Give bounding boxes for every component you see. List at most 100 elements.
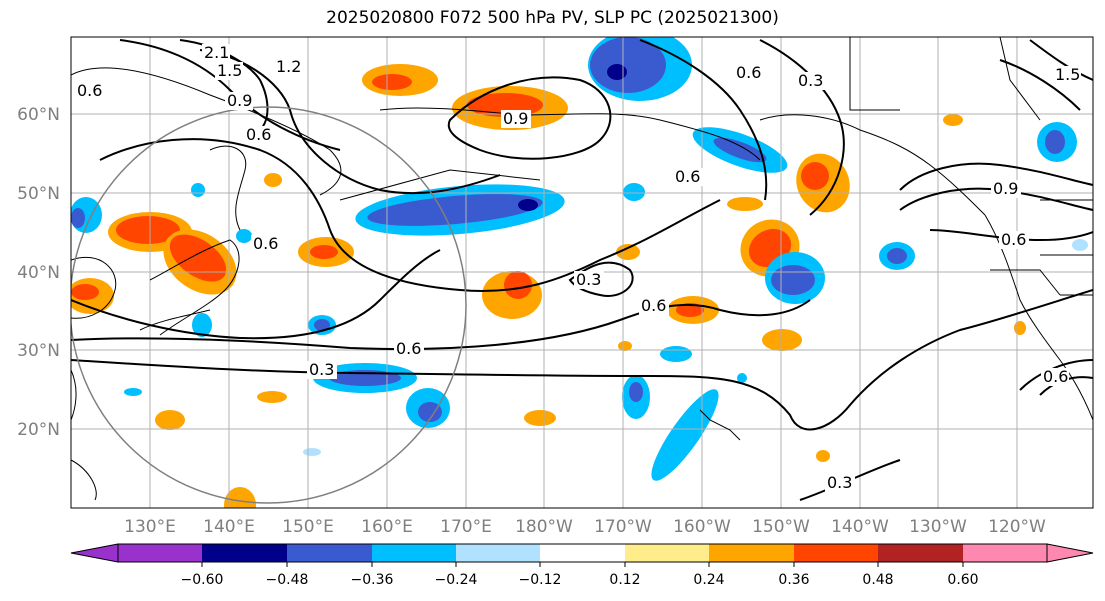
map-frame — [70, 36, 1094, 509]
colorbar-tick-label: 0.12 — [609, 572, 640, 588]
contour-line — [899, 162, 1093, 191]
pv-blob — [816, 450, 830, 462]
pv-blob — [303, 448, 321, 456]
pv-blob — [71, 208, 85, 228]
pv-blob — [623, 183, 645, 201]
pv-blob — [367, 194, 543, 226]
pv-blob — [607, 64, 627, 80]
lon-tick-label: 160°W — [673, 517, 731, 537]
lon-tick-label: 140°E — [203, 517, 255, 537]
colorbar-segment — [540, 544, 625, 562]
contour-label: 0.3 — [798, 71, 823, 90]
lon-tick-labels: 130°E 140°E 150°E 160°E 170°E 180°W 170°… — [124, 517, 1046, 537]
colorbar-tick-label: 0.48 — [862, 572, 893, 588]
colorbar-tick-label: 0.36 — [778, 572, 809, 588]
colorbar-segment — [118, 544, 202, 562]
pv-blob — [169, 234, 227, 282]
pv-blob — [372, 74, 412, 90]
pv-blob — [1014, 321, 1026, 335]
colorbar-segment — [709, 544, 794, 562]
lat-tick-label: 20°N — [17, 420, 60, 440]
colorbar-tick-label: −0.60 — [181, 572, 224, 588]
contour-label: 0.6 — [641, 296, 666, 315]
lon-tick-label: 150°W — [752, 517, 810, 537]
contour-label: 0.3 — [309, 360, 334, 379]
contour-line — [1019, 359, 1093, 391]
pv-blob — [224, 487, 256, 508]
colorbar-tick-label: −0.24 — [435, 572, 478, 588]
contour-labels: 2.1 1.5 1.2 0.9 0.6 0.6 0.3 0.6 0.3 0.9 … — [75, 43, 1081, 492]
lon-tick-label: 170°E — [440, 517, 492, 537]
colorbar-segment — [625, 544, 709, 562]
lon-tick-label: 140°W — [831, 517, 889, 537]
range-circle — [71, 106, 467, 504]
contour-line — [639, 39, 768, 201]
colorbar-segment — [456, 544, 540, 562]
colorbar-segment — [287, 544, 372, 562]
lon-tick-label: 170°W — [594, 517, 652, 537]
pv-blob — [264, 173, 282, 187]
contour-label: 0.6 — [77, 81, 102, 100]
contour-label: 0.9 — [227, 91, 252, 110]
colorbar-segment — [878, 544, 963, 562]
pv-blob — [314, 319, 330, 331]
contour-label: 0.9 — [993, 179, 1018, 198]
contour-label: 0.3 — [576, 270, 601, 289]
pv-blob — [155, 410, 185, 430]
pv-blob — [676, 303, 704, 317]
contour-line — [759, 39, 845, 216]
pv-blob — [943, 114, 963, 126]
contour-label: 1.5 — [217, 61, 242, 80]
colorbar-tick-label: −0.48 — [266, 572, 309, 588]
pv-blob — [1072, 239, 1088, 251]
contour-label: 0.6 — [675, 167, 700, 186]
colorbar: −0.60 −0.48 −0.36 −0.24 −0.12 0.12 0.24 … — [70, 543, 1094, 588]
contour-line — [199, 49, 501, 195]
contour-label: 0.9 — [503, 109, 528, 128]
contour-line — [447, 76, 612, 160]
pv-blob — [1045, 130, 1065, 154]
contour-label: 1.2 — [276, 57, 301, 76]
lon-tick-label: 130°E — [124, 517, 176, 537]
contour-line — [929, 229, 1093, 242]
pv-blob — [801, 162, 829, 190]
colorbar-tick-label: −0.36 — [351, 572, 394, 588]
pv-blob — [310, 245, 338, 259]
pv-blob — [504, 271, 532, 299]
chart-title: 2025020800 F072 500 hPa PV, SLP PC (2025… — [326, 8, 779, 28]
pv-blob — [771, 265, 815, 295]
lon-tick-label: 120°W — [988, 517, 1046, 537]
lat-tick-label: 50°N — [17, 184, 60, 204]
pv-blob — [524, 410, 556, 426]
contour-line — [568, 261, 634, 297]
colorbar-tick-label: −0.12 — [519, 572, 562, 588]
contour-label: 2.1 — [204, 43, 229, 62]
contour-label: 0.6 — [1043, 367, 1068, 386]
pv-blob — [418, 402, 442, 422]
lon-tick-label: 130°W — [909, 517, 967, 537]
colorbar-segment — [372, 544, 456, 562]
lat-tick-label: 60°N — [17, 105, 60, 125]
contour-label: 0.6 — [736, 63, 761, 82]
contour-line — [999, 59, 1081, 111]
coastlines — [71, 37, 1093, 501]
colorbar-tick-label: 0.60 — [947, 572, 978, 588]
pv-blob — [887, 248, 907, 264]
pv-blob — [124, 388, 142, 396]
lat-tick-labels: 60°N 50°N 40°N 30°N 20°N — [17, 105, 60, 440]
contour-label: 1.5 — [1055, 65, 1080, 84]
colorbar-extend-max — [1046, 543, 1094, 563]
lon-tick-label: 160°E — [361, 517, 413, 537]
contour-label: 0.6 — [1001, 230, 1026, 249]
colorbar-segment — [963, 544, 1047, 562]
pv-blob — [191, 183, 205, 197]
pv-blob — [713, 137, 767, 163]
contour-label: 0.3 — [827, 473, 852, 492]
colorbar-extend-min — [70, 543, 119, 563]
pv-blob — [257, 391, 287, 403]
colorbar-tick-label: 0.24 — [693, 572, 724, 588]
pv-blob — [116, 216, 180, 244]
pv-blob — [618, 341, 632, 351]
pv-blob — [629, 382, 643, 402]
